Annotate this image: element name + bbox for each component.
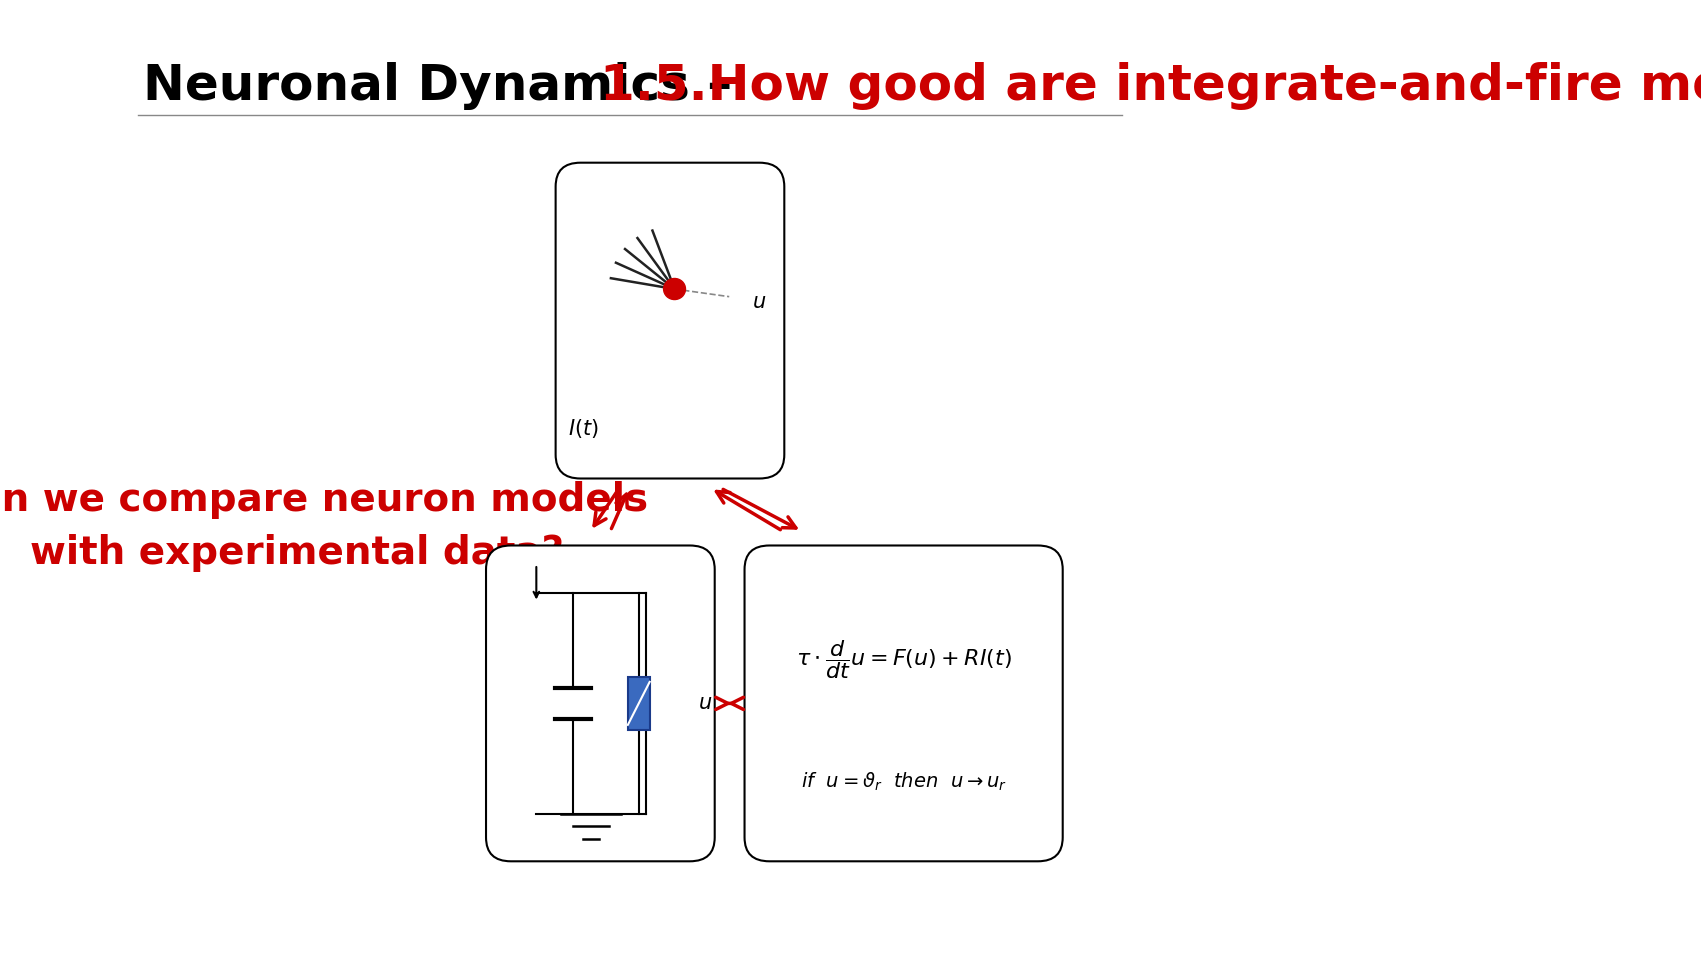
Text: Neuronal Dynamics –: Neuronal Dynamics – <box>143 62 750 110</box>
Text: $\tau \cdot \dfrac{d}{dt}u = F(u) + RI(t)$: $\tau \cdot \dfrac{d}{dt}u = F(u) + RI(t… <box>796 637 1012 680</box>
Text: $I(t)$: $I(t)$ <box>568 417 599 440</box>
Text: Can we compare neuron models
with experimental data?: Can we compare neuron models with experi… <box>0 480 648 572</box>
FancyBboxPatch shape <box>556 163 784 478</box>
FancyBboxPatch shape <box>745 545 1063 861</box>
FancyBboxPatch shape <box>628 678 650 729</box>
Text: $\mathit{if}\ \ u = \vartheta_r\ \ \mathit{then}\ \ u \rightarrow u_r$: $\mathit{if}\ \ u = \vartheta_r\ \ \math… <box>801 771 1007 793</box>
FancyBboxPatch shape <box>486 545 714 861</box>
Text: 1.5.How good are integrate-and-fire models?: 1.5.How good are integrate-and-fire mode… <box>600 62 1701 110</box>
Text: $u$: $u$ <box>697 694 713 713</box>
Text: $u$: $u$ <box>752 292 767 312</box>
Circle shape <box>663 278 686 300</box>
